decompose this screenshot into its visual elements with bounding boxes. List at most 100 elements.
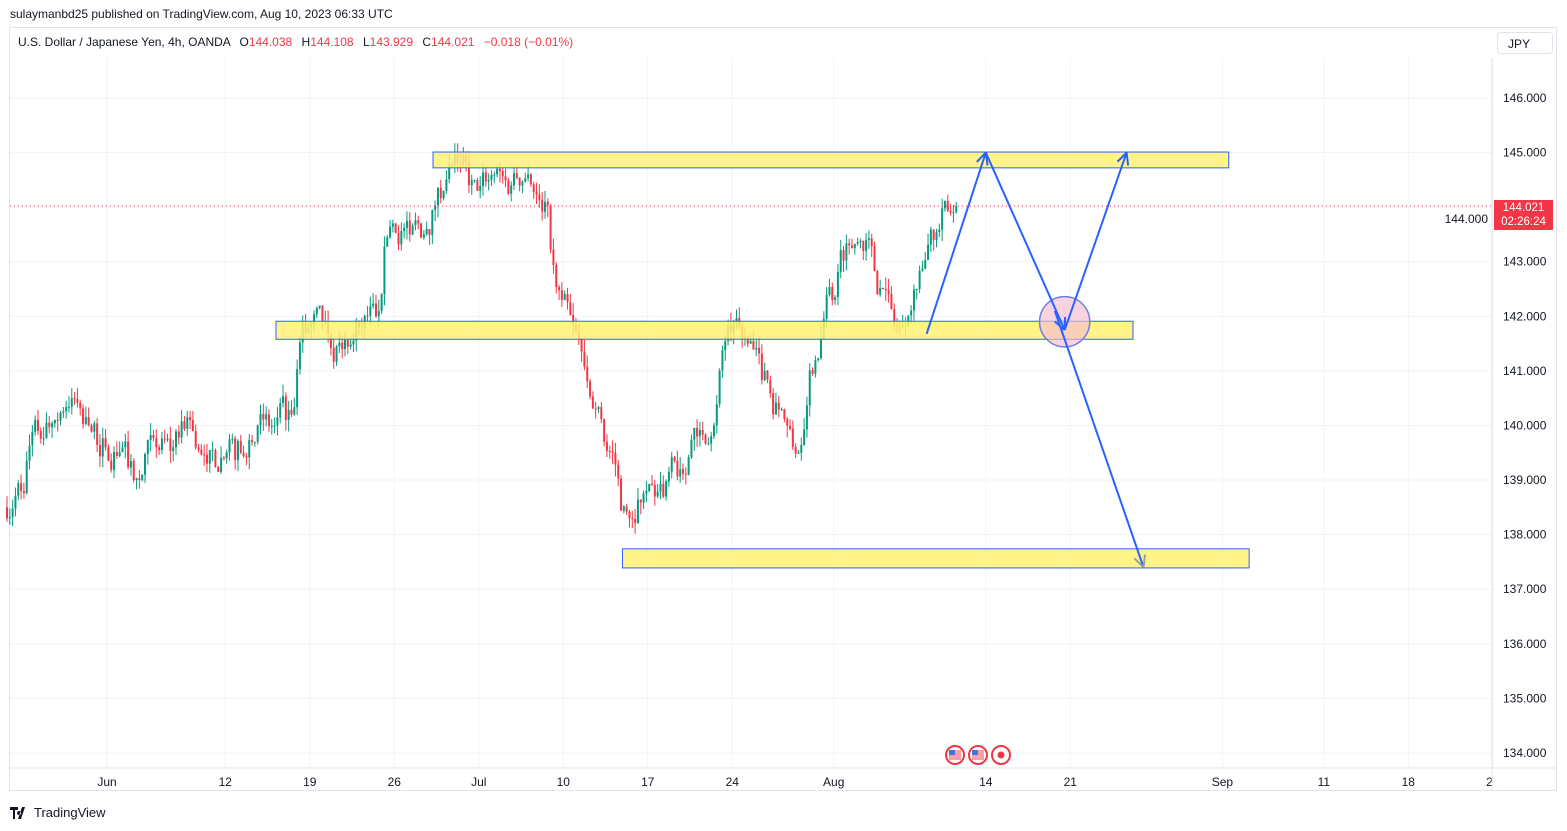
candle bbox=[352, 340, 355, 345]
tradingview-logo[interactable]: TradingView bbox=[10, 805, 106, 820]
candle bbox=[296, 369, 299, 408]
candle bbox=[712, 425, 715, 437]
candle bbox=[949, 210, 952, 213]
candle bbox=[597, 407, 600, 410]
candle bbox=[845, 243, 848, 261]
candle bbox=[113, 451, 116, 470]
candle bbox=[231, 438, 234, 440]
x-tick-label: 14 bbox=[979, 775, 993, 789]
candle bbox=[101, 438, 104, 457]
us-flag-icon[interactable] bbox=[945, 745, 965, 765]
candle bbox=[251, 439, 254, 442]
candle bbox=[115, 451, 118, 457]
candle bbox=[853, 243, 856, 249]
candle bbox=[391, 223, 394, 227]
y-tick-label: 139.000 bbox=[1503, 473, 1547, 487]
candle bbox=[104, 438, 107, 448]
candle bbox=[442, 190, 445, 199]
candle bbox=[625, 506, 628, 512]
candle bbox=[22, 490, 25, 494]
candle bbox=[704, 434, 707, 444]
x-tick-label: Aug bbox=[823, 775, 844, 789]
candle bbox=[383, 246, 386, 295]
y-tick-label: 144.000 bbox=[1445, 212, 1489, 226]
candle bbox=[349, 344, 352, 347]
candle bbox=[682, 469, 684, 474]
candle bbox=[45, 422, 48, 439]
candle bbox=[932, 229, 935, 240]
candle bbox=[617, 464, 620, 479]
candle bbox=[873, 246, 876, 272]
candle bbox=[760, 353, 763, 381]
candle bbox=[676, 460, 679, 477]
zone-rectangle bbox=[275, 320, 1134, 340]
candle bbox=[183, 421, 186, 430]
candle bbox=[11, 508, 14, 518]
candle bbox=[876, 271, 879, 295]
candle bbox=[696, 427, 699, 437]
candle bbox=[205, 454, 208, 464]
candle bbox=[955, 206, 958, 213]
candle bbox=[780, 409, 783, 411]
candle bbox=[808, 370, 811, 406]
candle bbox=[952, 212, 955, 214]
candle bbox=[180, 421, 183, 438]
candle bbox=[346, 339, 349, 347]
currency-button[interactable]: JPY bbox=[1497, 32, 1553, 54]
candle bbox=[245, 456, 248, 458]
candle bbox=[380, 294, 383, 312]
candle bbox=[158, 447, 161, 451]
candle bbox=[670, 457, 673, 472]
candle bbox=[529, 174, 532, 185]
candle bbox=[318, 305, 321, 308]
candle bbox=[943, 200, 946, 209]
candle bbox=[234, 438, 237, 460]
candle bbox=[144, 454, 147, 475]
candle bbox=[93, 423, 96, 432]
candle bbox=[48, 422, 51, 428]
last-price-value: 144.021 bbox=[1502, 202, 1545, 214]
candle bbox=[259, 413, 262, 426]
candle bbox=[513, 173, 515, 186]
axes: 134.000 135.000 136.000 137.000 138.000 139.0… bbox=[10, 58, 1557, 790]
candle bbox=[763, 370, 766, 381]
y-tick-label: 136.000 bbox=[1503, 637, 1547, 651]
candle bbox=[28, 445, 31, 461]
candle bbox=[566, 294, 569, 303]
symbol-name[interactable]: U.S. Dollar / Japanese Yen, 4h, OANDA bbox=[18, 35, 231, 49]
candle bbox=[239, 441, 242, 453]
candle bbox=[831, 287, 834, 300]
candle bbox=[946, 200, 949, 211]
candle bbox=[766, 370, 769, 380]
us-flag-icon[interactable] bbox=[968, 745, 988, 765]
candle bbox=[53, 420, 56, 424]
close-value: 144.021 bbox=[431, 35, 475, 49]
candle bbox=[504, 176, 507, 181]
candle bbox=[470, 180, 473, 186]
grid bbox=[10, 58, 1494, 768]
candle bbox=[146, 439, 149, 455]
candle bbox=[394, 223, 397, 233]
candle bbox=[552, 249, 555, 265]
jp-flag-icon[interactable] bbox=[991, 745, 1011, 765]
candle bbox=[659, 483, 662, 492]
candle bbox=[62, 411, 65, 413]
candle bbox=[622, 506, 625, 511]
flag-sun bbox=[997, 751, 1005, 759]
candle bbox=[746, 335, 749, 344]
candle bbox=[789, 425, 792, 429]
x-tick-label: Sep bbox=[1212, 775, 1234, 789]
candle bbox=[31, 431, 34, 446]
candle bbox=[36, 419, 39, 431]
candle bbox=[639, 499, 642, 503]
candle bbox=[56, 420, 59, 422]
candle bbox=[217, 466, 220, 472]
candle bbox=[555, 264, 558, 288]
candle bbox=[220, 457, 223, 472]
symbol-legend: U.S. Dollar / Japanese Yen, 4h, OANDA O1… bbox=[18, 35, 573, 49]
candle bbox=[777, 402, 780, 410]
candle bbox=[73, 398, 76, 400]
candle bbox=[67, 406, 70, 408]
candle bbox=[189, 417, 192, 421]
